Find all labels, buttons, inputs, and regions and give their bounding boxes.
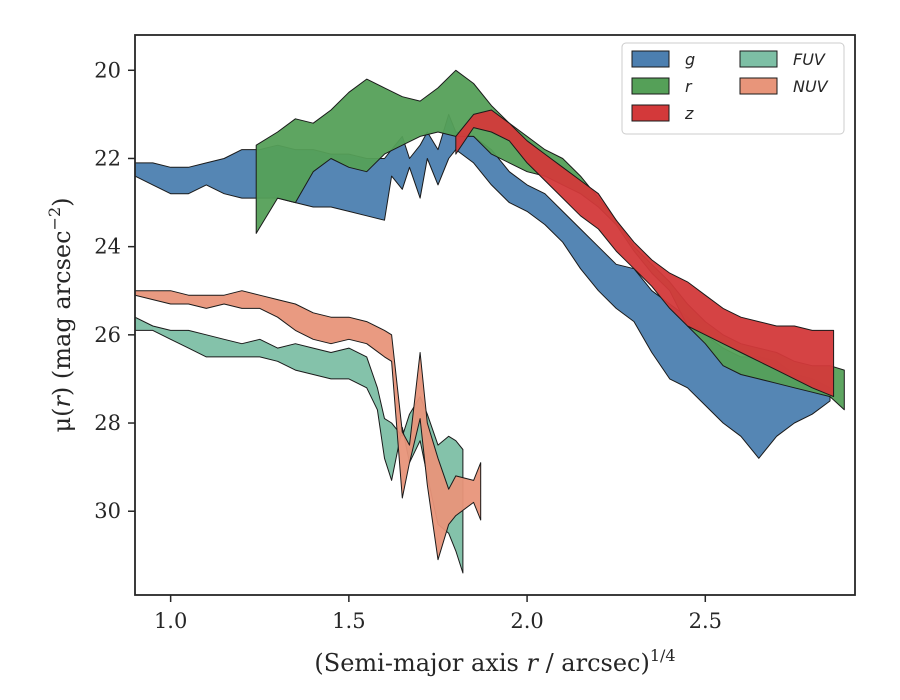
legend-label-r: r xyxy=(685,77,693,96)
y-tick-label: 26 xyxy=(94,323,121,347)
legend-label-z: z xyxy=(684,104,694,123)
legend-label-NUV: NUV xyxy=(793,77,829,96)
legend-label-FUV: FUV xyxy=(793,50,826,69)
x-tick-label: 1.5 xyxy=(332,609,365,633)
y-tick-label: 24 xyxy=(94,235,121,259)
band-FUV xyxy=(135,316,464,574)
x-axis-label-main: (Semi-major axis r / arcsec) xyxy=(314,649,649,677)
y-axis-label-sup: −2 xyxy=(45,207,64,231)
plot-frame xyxy=(134,34,856,596)
y-axis-label-r: r xyxy=(48,395,76,408)
x-tick-label: 2.5 xyxy=(689,609,722,633)
y-axis-label-b: ) (mag arcsec xyxy=(48,230,76,396)
y-tick-label: 20 xyxy=(94,58,121,82)
x-tick-label: 2.0 xyxy=(510,609,543,633)
legend-label-g: g xyxy=(685,50,695,69)
x-axis-label-sup: 1/4 xyxy=(650,646,676,665)
x-tick-label: 1.0 xyxy=(154,609,187,633)
y-tick-label: 22 xyxy=(94,146,121,170)
y-tick-label: 28 xyxy=(94,411,121,435)
series-bands xyxy=(135,69,845,574)
band-g xyxy=(135,113,831,459)
y-tick-label: 30 xyxy=(94,499,121,523)
x-axis-label: (Semi-major axis r / arcsec)1/4 xyxy=(314,646,675,677)
y-axis-label-a: μ( xyxy=(48,408,76,433)
y-axis-label-c: ) xyxy=(48,197,76,206)
legend-swatch-z xyxy=(631,104,670,122)
legend: grz FUV NUV xyxy=(621,42,845,135)
legend-swatch-g xyxy=(631,50,670,68)
legend-swatch-r xyxy=(631,77,670,95)
legend-box xyxy=(621,42,845,135)
x-axis-ticks: 1.0 1.5 2.0 2.5 xyxy=(154,595,722,633)
legend-swatch-FUV xyxy=(739,50,778,68)
band-NUV xyxy=(135,290,482,561)
y-axis-ticks: 20 22 24 26 28 30 xyxy=(94,58,135,523)
legend-swatch-NUV xyxy=(739,77,778,95)
band-z xyxy=(455,109,835,398)
y-axis-label: μ(r) (mag arcsec−2) xyxy=(45,197,76,432)
